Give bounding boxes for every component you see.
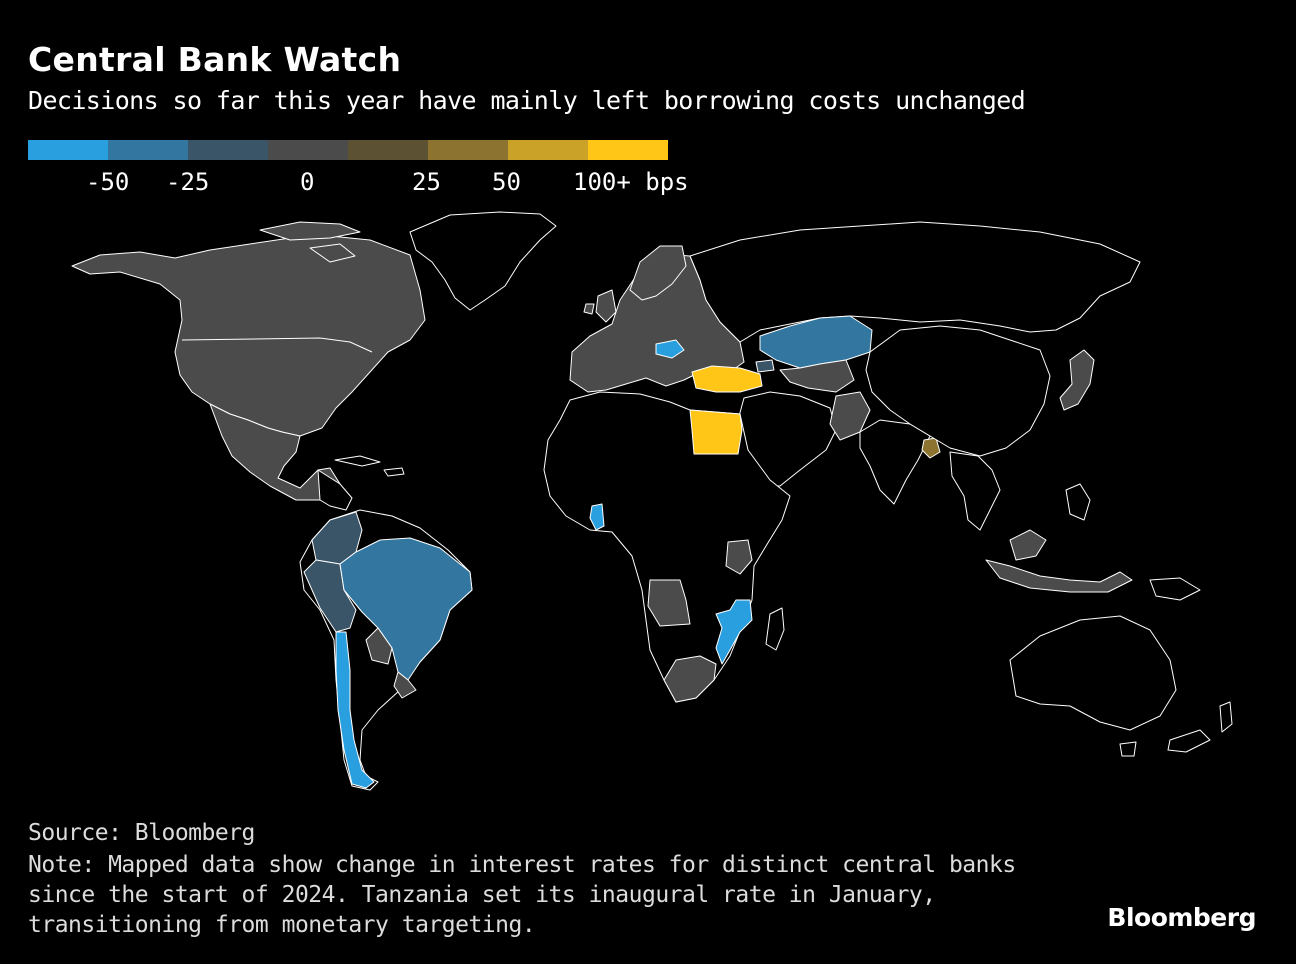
region-scandinavia [629,245,687,301]
legend-swatch-4 [268,140,348,160]
region-southern-africa [663,655,717,703]
legend-label-minus-50: -50 [86,168,130,196]
region-new-zealand [1167,701,1233,753]
color-legend [28,140,668,160]
legend-label-minus-25: -25 [166,168,210,196]
bloomberg-logo: Bloomberg [1107,903,1256,932]
chart-title: Central Bank Watch [28,40,402,79]
legend-label-25: 25 [412,168,441,196]
source-text: Source: Bloomberg [28,820,255,846]
region-uk [583,289,617,323]
region-caribbean [334,455,405,477]
legend-swatch-3 [188,140,268,160]
region-greenland [409,211,557,311]
region-north-america [71,235,426,437]
region-madagascar [765,607,785,651]
region-peru [303,559,357,633]
region-russia [689,221,1141,343]
region-mexico [209,403,341,501]
region-india [859,419,931,505]
legend-swatch-5 [348,140,428,160]
region-china-mongolia [865,325,1051,457]
region-central-asia [779,359,855,393]
region-central-america [317,469,353,511]
region-hungary [655,339,685,359]
legend-swatch-1 [28,140,108,160]
region-georgia [755,359,775,373]
legend-label-100-plus: 100+ bps [573,168,689,196]
region-japan [1059,349,1095,411]
region-angola [647,579,691,627]
region-chile [335,631,375,789]
region-philippines [1065,483,1091,521]
legend-label-50: 50 [492,168,521,196]
legend-swatch-2 [108,140,188,160]
region-egypt [689,409,743,455]
region-paraguay [365,627,393,665]
region-papua-new-guinea [1149,577,1201,601]
legend-swatch-7 [508,140,588,160]
region-indonesia [985,559,1133,593]
region-brazil [339,537,473,681]
region-uruguay [393,671,417,699]
region-tasmania [1119,741,1137,757]
chart-subtitle: Decisions so far this year have mainly l… [28,86,1026,115]
region-mozambique [715,599,753,665]
region-mainland-southeast-asia [949,451,1001,531]
region-ghana [589,503,605,531]
region-malaysia [1009,529,1047,561]
region-australia [1009,615,1177,731]
world-map [71,211,1233,791]
region-kenya [725,539,753,575]
legend-swatch-8 [588,140,668,160]
region-turkey [691,365,763,393]
region-canada-islands [259,221,361,263]
region-us-canada-border [181,337,373,353]
region-kazakhstan [759,315,873,369]
legend-label-0: 0 [300,168,315,196]
note-text: Note: Mapped data show change in interes… [28,852,1016,938]
legend-labels: -50 -25 0 25 50 100+ bps [28,168,728,200]
legend-swatch-6 [428,140,508,160]
region-bangladesh [921,437,941,459]
